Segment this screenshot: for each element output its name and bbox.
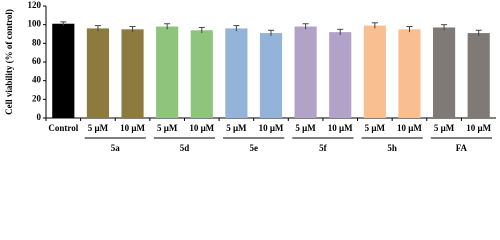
x-tick-label: 10 μM — [328, 123, 353, 133]
group-label: 5h — [387, 143, 397, 153]
bar — [467, 33, 490, 118]
bar — [433, 27, 456, 118]
bar — [225, 28, 248, 118]
y-tick-label: 20 — [32, 93, 42, 103]
bar — [398, 29, 421, 118]
x-tick-label: 5 μM — [88, 123, 109, 133]
bar — [294, 26, 317, 118]
x-tick-label: 10 μM — [259, 123, 284, 133]
y-tick-label: 80 — [32, 37, 42, 47]
x-tick-label: 5 μM — [226, 123, 247, 133]
y-tick-label: 100 — [28, 19, 42, 29]
bar — [363, 25, 386, 119]
x-tick-label: 10 μM — [120, 123, 145, 133]
bar — [86, 28, 109, 118]
x-tick-label: 5 μM — [295, 123, 316, 133]
x-tick-label: 5 μM — [157, 123, 178, 133]
x-tick-label: 10 μM — [466, 123, 491, 133]
bar — [190, 30, 213, 119]
bar — [121, 29, 144, 118]
x-tick-label: Control — [48, 123, 78, 133]
bar — [329, 32, 352, 119]
bar — [259, 33, 283, 118]
group-label: 5d — [180, 143, 190, 153]
group-label: 5a — [111, 143, 121, 153]
y-tick-label: 120 — [28, 0, 42, 10]
y-tick-label: 40 — [32, 75, 42, 85]
chart: Cell viability (% of control) 0 20 40 60 80 1… — [4, 0, 496, 153]
group-label: FA — [456, 143, 468, 153]
y-tick-label: 0 — [37, 112, 42, 122]
x-tick-label: 10 μM — [397, 123, 422, 133]
group-label: 5e — [249, 143, 258, 153]
y-axis-label: Cell viability (% of control) — [4, 9, 14, 115]
x-tick-label: 5 μM — [434, 123, 455, 133]
x-tick-label: 10 μM — [189, 123, 214, 133]
bar — [52, 23, 75, 118]
bar — [156, 26, 179, 118]
group-label: 5f — [319, 143, 328, 153]
x-tick-label: 5 μM — [365, 123, 386, 133]
y-tick-label: 60 — [32, 56, 42, 66]
